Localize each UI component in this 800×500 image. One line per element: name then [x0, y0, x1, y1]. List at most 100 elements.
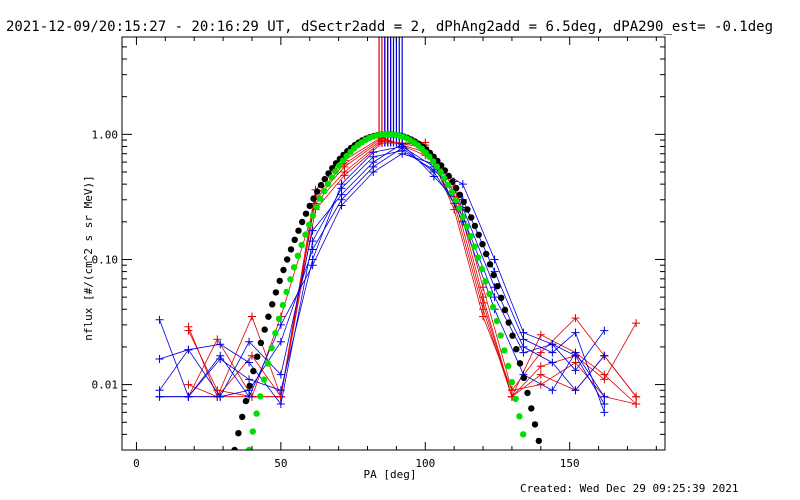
series-9-point-0 — [155, 392, 164, 401]
fit-1-point — [433, 163, 440, 170]
fit-1-point — [313, 203, 320, 211]
series-9-point-7 — [369, 168, 378, 177]
fit-1-point — [275, 315, 283, 322]
series-9-point-8 — [398, 149, 407, 158]
fit-0-point — [257, 339, 265, 347]
series-8-line — [159, 147, 605, 398]
series-5-line — [159, 146, 605, 405]
fit-1-point — [463, 223, 471, 230]
series-6-point-14 — [571, 328, 580, 337]
fit-0-point — [321, 175, 328, 183]
axes: 0 50 100 150 1.00 0.10 0.01 — [92, 36, 666, 470]
fit-1-point — [501, 347, 508, 354]
fit-1-point — [260, 376, 268, 383]
fit-0-point — [531, 421, 539, 428]
fit-1-point — [324, 180, 332, 188]
series-1-line — [188, 137, 637, 405]
fit-1-point — [505, 362, 512, 370]
series-7-point-14 — [571, 386, 580, 395]
fit-1-point — [426, 153, 433, 160]
fit-1-point — [306, 221, 313, 228]
series-4-point-6 — [377, 139, 386, 148]
fit-0-point — [494, 283, 501, 290]
fit-0-point — [306, 202, 313, 210]
fit-0-point — [471, 222, 479, 230]
series-2-point-2 — [247, 312, 256, 321]
plot-frame — [121, 36, 666, 451]
series-9-line — [159, 153, 605, 398]
fit-1-point — [437, 169, 444, 176]
fit-1-point — [444, 181, 452, 189]
fit-1-point — [441, 175, 448, 182]
fit-0-point — [505, 319, 512, 326]
series-6-point-12 — [519, 335, 528, 344]
y-tick-label-1: 0.10 — [92, 253, 119, 266]
series-8-point-5 — [308, 245, 317, 254]
fit-0-point — [242, 397, 250, 405]
series-6-point-2 — [216, 340, 225, 349]
series-2-point-11 — [536, 362, 545, 371]
series-6-line — [159, 150, 605, 413]
fit-0-point — [302, 210, 310, 217]
fit-0-point — [291, 236, 298, 243]
fit-0-point — [310, 195, 317, 202]
series-6-point-4 — [276, 399, 285, 408]
fit-0-point — [250, 367, 257, 375]
fit-0-point — [464, 206, 471, 213]
x-tick-label-0: 0 — [133, 457, 140, 470]
fit-1-point — [508, 379, 516, 386]
series-5-point-3 — [245, 375, 254, 384]
fit-0-point — [456, 191, 464, 198]
plot-area — [155, 37, 641, 450]
fit-1-point — [339, 157, 347, 164]
fit-1-point — [474, 254, 482, 261]
x-axis-label: PA [deg] — [364, 468, 417, 481]
fit-0-point — [295, 227, 302, 234]
fit-0-point — [483, 250, 490, 258]
fit-1-point — [321, 187, 328, 195]
fit-1-point — [294, 252, 302, 259]
fit-0-point — [284, 256, 291, 263]
fit-0-point — [246, 382, 253, 390]
series-4-point-10 — [507, 386, 516, 395]
fit-0-point — [287, 246, 295, 253]
fit-0-point — [498, 294, 505, 301]
series-8-point-1 — [184, 345, 193, 354]
series-9-point-4 — [276, 320, 285, 329]
series-6-point-0 — [155, 355, 164, 364]
fit-1-point — [317, 195, 324, 202]
fit-0-point — [280, 266, 287, 274]
fit-1-point — [520, 431, 527, 438]
fit-0-point — [516, 360, 524, 367]
y-tick-label-0: 1.00 — [92, 128, 119, 141]
fit-1-point — [272, 329, 279, 337]
y-axis-label: nflux [#/(cm^2 s sr MeV)] — [82, 175, 95, 341]
fit-1-point — [422, 149, 429, 156]
chart-title: 2021-12-09/20:15:27 - 20:16:29 UT, dSect… — [6, 19, 773, 35]
fit-1-point — [512, 395, 519, 403]
fit-1-point — [249, 428, 256, 435]
series-5-point-11 — [490, 255, 499, 264]
series-8-point-4 — [276, 337, 285, 346]
series-3-point-9 — [479, 305, 488, 314]
fit-1-point — [486, 290, 493, 298]
fit-0-point — [261, 326, 268, 333]
fit-1-point — [264, 360, 272, 367]
fit-0-point — [317, 181, 325, 189]
fit-0-point — [231, 446, 238, 450]
fit-0-point — [314, 188, 321, 195]
fit-1-point — [489, 303, 497, 311]
series-4-point-9 — [479, 312, 488, 321]
fit-1-point — [478, 265, 486, 273]
series-9-point-6 — [337, 201, 346, 210]
fit-0-point — [276, 277, 283, 285]
series-6-point-15 — [600, 408, 609, 417]
fit-1-point — [279, 301, 287, 309]
fit-0-point — [524, 389, 531, 397]
fit-1-point — [482, 278, 489, 285]
created-timestamp: Created: Wed Dec 29 09:25:39 2021 — [520, 482, 739, 495]
fit-0-point — [479, 241, 486, 248]
fit-0-point — [460, 198, 467, 206]
series-4-point-5 — [340, 171, 349, 180]
